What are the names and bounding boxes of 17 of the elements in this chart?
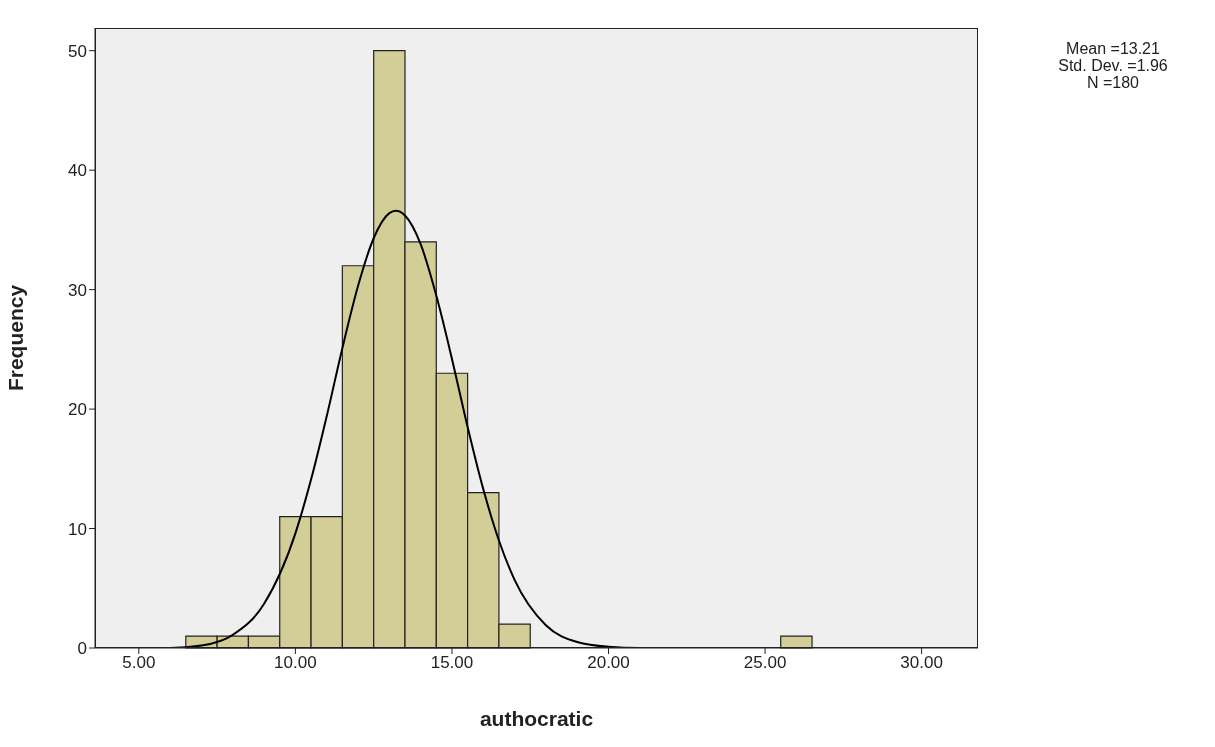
x-tick-label: 20.00: [587, 653, 630, 673]
x-tick-label: 15.00: [430, 653, 474, 673]
y-tick-label: 0: [77, 639, 87, 659]
x-tick-label: 10.00: [274, 653, 317, 673]
y-tick-label: 10: [68, 519, 87, 539]
text: Mean =13.21: [1065, 40, 1161, 57]
x-tick-label: 5.00: [122, 653, 156, 673]
x-tick-label: 30.00: [900, 653, 943, 673]
x-tick-label: 25.00: [743, 653, 787, 673]
y-tick-label: 50: [68, 41, 87, 61]
y-axis-title: Frequency: [4, 284, 28, 392]
y-tick-label: 30: [68, 280, 87, 300]
text: Std. Dev. =1.96: [1057, 57, 1169, 74]
y-tick-label: 20: [68, 400, 87, 420]
x-axis-title: authocratic: [479, 707, 594, 730]
text: N =180: [1085, 74, 1140, 91]
y-tick-label: 40: [68, 161, 87, 181]
